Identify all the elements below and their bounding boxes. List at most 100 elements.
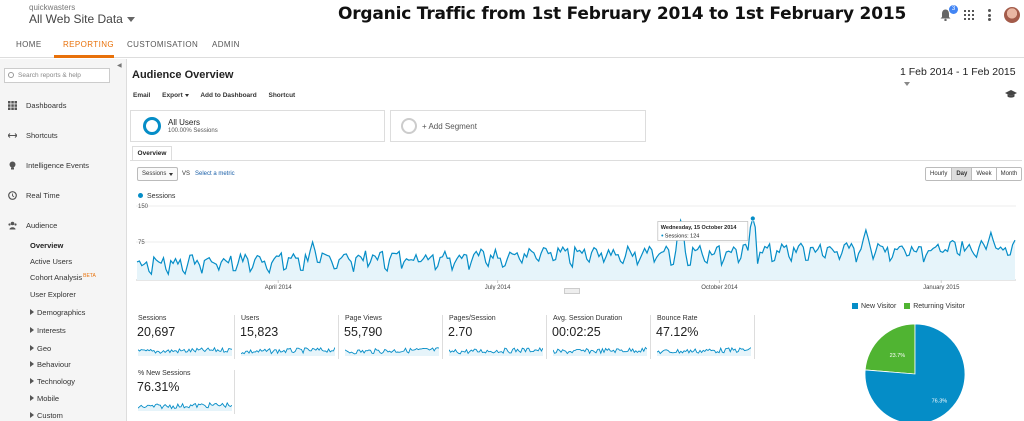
segment-all-users[interactable]: All Users 100.00% Sessions xyxy=(130,110,385,142)
scorecard-bounce-rate[interactable]: Bounce Rate 47.12% xyxy=(655,315,755,363)
select-metric-link[interactable]: Select a metric xyxy=(195,171,235,177)
sparkline-line xyxy=(657,346,751,355)
sidebar-item-label: Cohort Analysis xyxy=(30,273,83,282)
sidebar-item-audience[interactable]: Audience xyxy=(0,221,126,230)
sidebar-sub-active-users[interactable]: Active Users xyxy=(30,257,73,266)
sparkline xyxy=(345,347,439,356)
granularity-hourly[interactable]: Hourly xyxy=(926,168,953,180)
sidebar-item-shortcuts[interactable]: Shortcuts xyxy=(0,131,126,140)
divider xyxy=(338,315,339,359)
active-tab-indicator xyxy=(54,55,114,58)
tab-home[interactable]: HOME xyxy=(16,40,42,49)
sidebar-item-real-time[interactable]: Real Time xyxy=(0,191,126,200)
x-tick-label: April 2014 xyxy=(265,285,293,290)
metric-select-value: Sessions xyxy=(142,171,167,177)
bell-icon[interactable] xyxy=(940,9,951,21)
scorecard-sessions[interactable]: Sessions 20,697 xyxy=(136,315,236,363)
account-name: quickwasters xyxy=(29,3,76,12)
scorecard-users[interactable]: Users 15,823 xyxy=(239,315,339,363)
scorecard-value: 20,697 xyxy=(137,325,176,339)
scorecard-page-views[interactable]: Page Views 55,790 xyxy=(343,315,443,363)
granularity-month[interactable]: Month xyxy=(996,168,1022,180)
sidebar-item-label: Dashboards xyxy=(26,101,67,110)
tab-overview[interactable]: Overview xyxy=(132,146,172,160)
divider xyxy=(234,370,235,414)
segment-percentage: 100.00% Sessions xyxy=(168,128,218,134)
scorecard-avg-session-duration[interactable]: Avg. Session Duration 00:02:25 xyxy=(551,315,651,363)
sparkline-line xyxy=(553,346,647,355)
apps-grid-icon[interactable] xyxy=(964,10,974,20)
sparkline xyxy=(138,401,232,411)
avatar[interactable] xyxy=(1004,7,1020,23)
search-input[interactable]: Search reports & help xyxy=(4,68,110,83)
graduation-cap-icon[interactable] xyxy=(1005,90,1017,98)
y-tick-label: 150 xyxy=(138,204,149,210)
add-segment-label: + Add Segment xyxy=(422,122,477,131)
x-tick-label: October 2014 xyxy=(701,285,738,290)
page-title: Audience Overview xyxy=(132,69,234,81)
divider xyxy=(442,315,443,359)
scorecard-value: 55,790 xyxy=(344,325,383,339)
sidebar-sub-overview[interactable]: Overview xyxy=(30,241,64,250)
sessions-line-chart[interactable]: 150 75 April 2014 July 2014 October 2014 Janu… xyxy=(136,202,1016,290)
overlay-title: Organic Traffic from 1st February 2014 t… xyxy=(338,4,907,24)
email-button[interactable]: Email xyxy=(133,92,151,99)
sidebar-group-geo[interactable]: Geo xyxy=(30,344,51,353)
scorecard-new-sessions[interactable]: % New Sessions 76.31% xyxy=(136,370,236,418)
sidebar-item-dashboards[interactable]: Dashboards xyxy=(0,101,126,110)
sidebar-group-technology[interactable]: Technology xyxy=(30,377,75,386)
tooltip-point[interactable] xyxy=(749,215,756,222)
sparkline-line xyxy=(241,346,335,355)
property-name: All Web Site Data xyxy=(29,12,123,26)
chart-resize-handle[interactable] xyxy=(564,288,580,294)
collapse-sidebar-icon[interactable]: ◀ xyxy=(117,63,122,69)
export-button[interactable]: Export xyxy=(162,92,189,99)
add-segment-button[interactable]: + Add Segment xyxy=(390,110,646,142)
legend-label: Sessions xyxy=(147,193,176,200)
shortcut-button[interactable]: Shortcut xyxy=(268,92,296,99)
granularity-day[interactable]: Day xyxy=(952,168,973,180)
series-line-sessions[interactable] xyxy=(136,216,1016,277)
caret-right-icon xyxy=(30,412,34,418)
sidebar-group-mobile[interactable]: Mobile xyxy=(30,394,59,403)
tab-customisation[interactable]: CUSTOMISATION xyxy=(127,40,199,49)
caret-right-icon xyxy=(30,309,34,315)
export-label: Export xyxy=(162,92,183,99)
sidebar-group-behaviour[interactable]: Behaviour xyxy=(30,360,71,369)
granularity-week[interactable]: Week xyxy=(972,168,997,180)
sidebar-item-intelligence-events[interactable]: Intelligence Events xyxy=(0,161,126,170)
date-range-picker[interactable]: 1 Feb 2014 - 1 Feb 2015 xyxy=(900,66,1024,90)
date-range-label: 1 Feb 2014 - 1 Feb 2015 xyxy=(900,66,1016,78)
sidebar-item-label: Interests xyxy=(37,326,66,335)
sidebar-group-custom[interactable]: Custom xyxy=(30,411,63,420)
property-selector[interactable]: All Web Site Data xyxy=(29,12,135,26)
sparkline xyxy=(449,346,543,356)
pie-slice-returning-visitor[interactable] xyxy=(864,323,916,375)
granularity-toggle: Hourly Day Week Month xyxy=(925,167,1023,181)
divider xyxy=(546,315,547,359)
sidebar-item-label: Demographics xyxy=(37,308,86,317)
sidebar-sub-user-explorer[interactable]: User Explorer xyxy=(30,290,76,299)
legend-swatch-returning xyxy=(904,303,911,309)
scorecard-pages-per-session[interactable]: Pages/Session 2.70 xyxy=(447,315,547,363)
scorecard-value: 15,823 xyxy=(240,325,279,339)
x-tick-label: January 2015 xyxy=(923,285,960,290)
sidebar-group-demographics[interactable]: Demographics xyxy=(30,308,85,317)
more-vert-icon[interactable] xyxy=(988,9,991,21)
empty-ring-icon xyxy=(401,118,417,134)
grid-icon xyxy=(8,101,17,110)
beta-badge: BETA xyxy=(83,273,96,279)
pie-slice-new-visitor[interactable] xyxy=(864,323,966,421)
tab-reporting[interactable]: REPORTING xyxy=(63,40,115,49)
sidebar-item-label: Shortcuts xyxy=(26,131,58,140)
sidebar-sub-cohort-analysis[interactable]: Cohort AnalysisBETA xyxy=(30,273,96,282)
metric-select[interactable]: Sessions xyxy=(137,167,178,181)
people-icon xyxy=(8,221,17,230)
top-header: quickwasters All Web Site Data Organic T… xyxy=(0,0,1024,34)
sidebar-item-label: Mobile xyxy=(37,394,60,403)
tab-admin[interactable]: ADMIN xyxy=(212,40,240,49)
visitor-pie-chart[interactable]: 23.7% 76.3% xyxy=(863,322,967,421)
add-to-dashboard-button[interactable]: Add to Dashboard xyxy=(200,92,257,99)
legend-dot xyxy=(138,193,143,198)
sidebar-group-interests[interactable]: Interests xyxy=(30,326,66,335)
